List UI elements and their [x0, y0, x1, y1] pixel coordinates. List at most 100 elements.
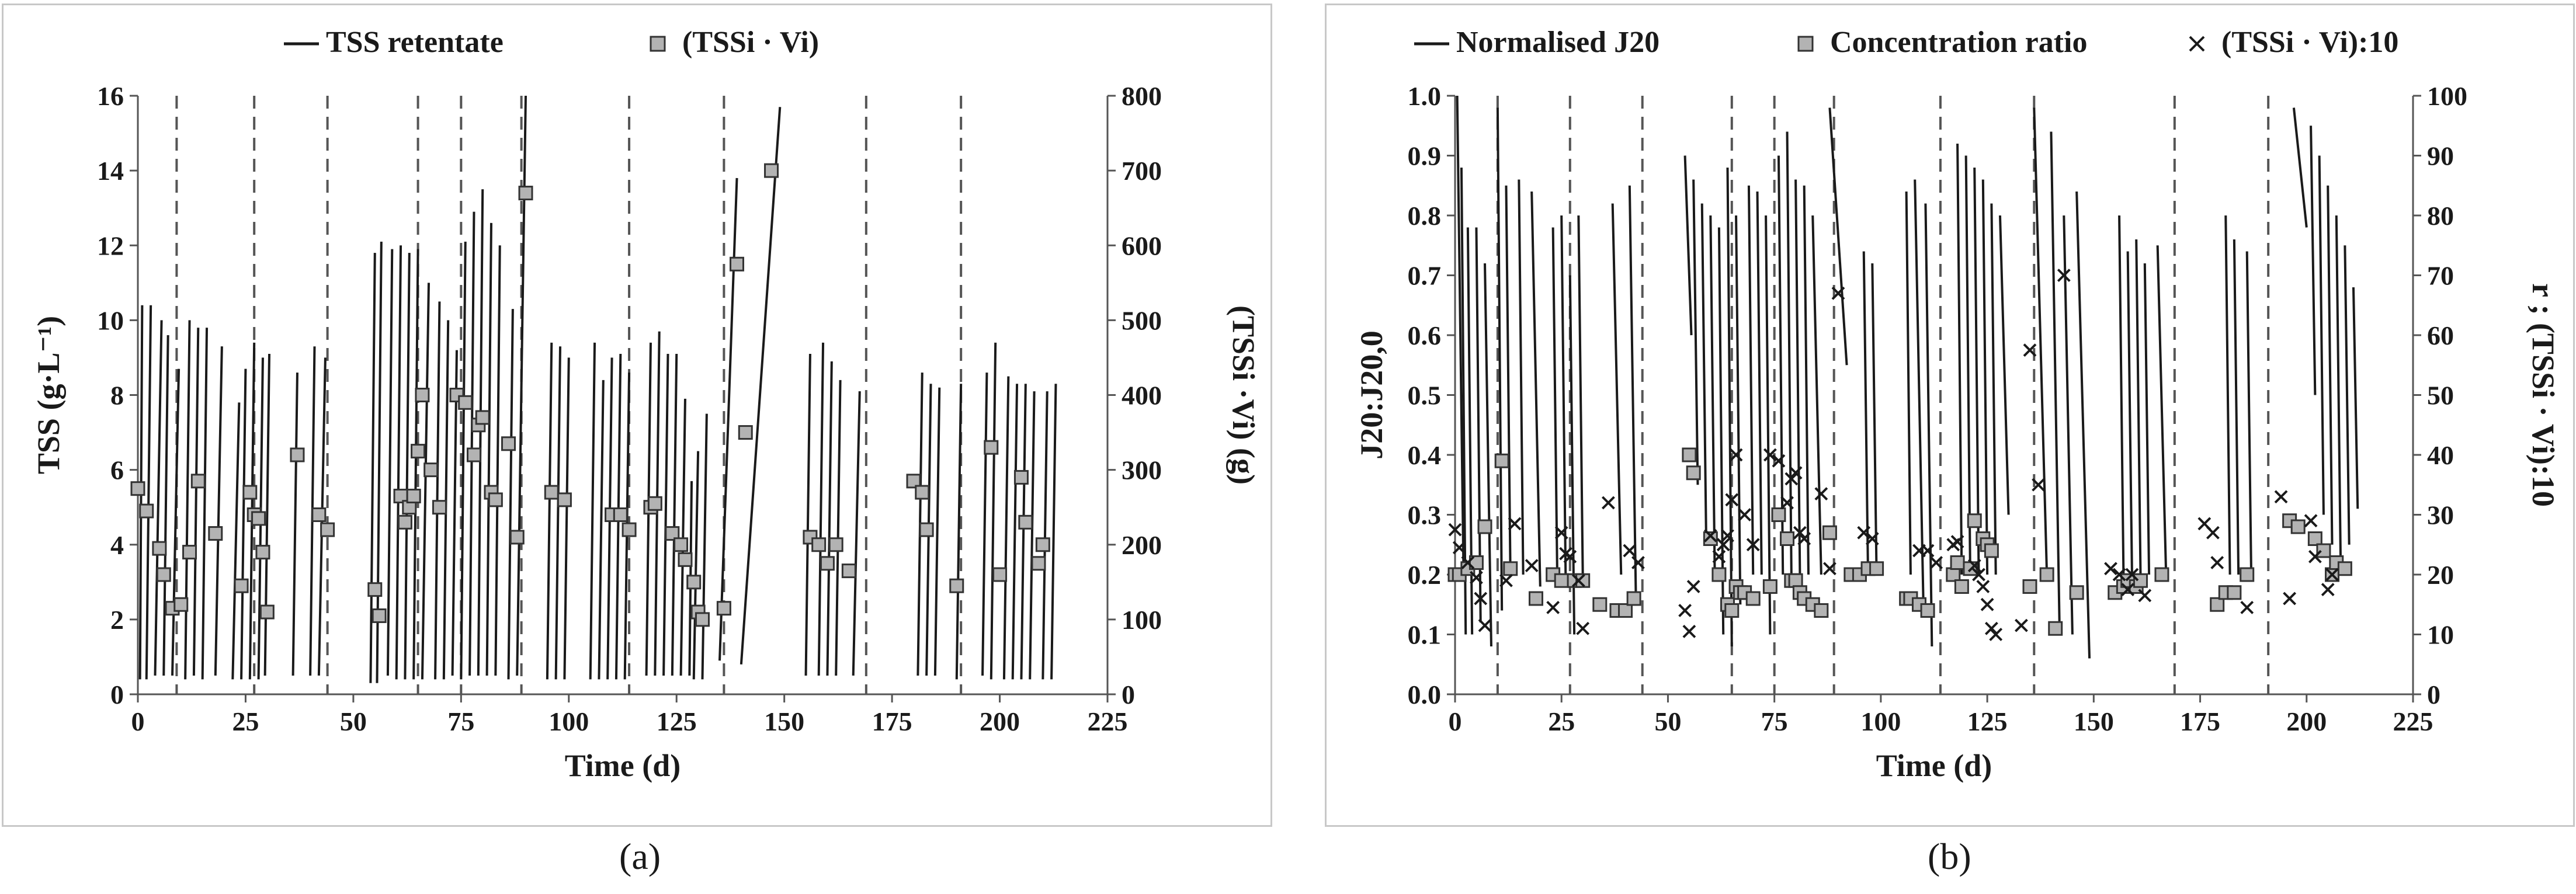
point-b-tssi-vi-10-3: [1470, 571, 1483, 585]
line-segment-a-tss-retentate-44: [662, 354, 669, 676]
y-right-tick-label-b-9: 90: [2427, 141, 2454, 171]
point-b-tssi-vi-10-5: [1478, 618, 1492, 632]
line-segment-a-tss-retentate-20: [395, 245, 402, 680]
line-segment-b-normalised-j20-51: [2224, 215, 2231, 575]
point-a-tssi-vi-3: [156, 567, 171, 582]
point-b-concentration-ratio-27: [1771, 507, 1786, 522]
point-a-tssi-vi-53: [738, 425, 753, 440]
line-segment-b-normalised-j20-19: [1717, 227, 1725, 635]
line-segment-a-tss-retentate-63: [1002, 376, 1010, 680]
line-segment-a-tss-retentate-17: [369, 253, 376, 683]
x-tick-label-b-9: 225: [2393, 707, 2433, 736]
line-segment-b-normalised-j20-9: [1551, 227, 1558, 575]
point-a-tssi-vi-19: [372, 608, 387, 623]
line-segment-b-normalised-j20-20: [1726, 167, 1733, 647]
legend-swatch-b-2: [2189, 36, 2205, 52]
line-segment-b-normalised-j20-5: [1496, 107, 1504, 611]
line-segment-a-tss-retentate-1: [145, 305, 152, 680]
point-b-tssi-vi-10-18: [1678, 604, 1692, 617]
line-segment-b-normalised-j20-38: [1973, 167, 1980, 575]
point-b-tssi-vi-10-47: [1972, 568, 1985, 582]
point-b-tssi-vi-10-14: [1576, 621, 1590, 635]
point-b-tssi-vi-10-45: [1950, 535, 1964, 549]
point-a-tssi-vi-66: [1013, 469, 1029, 485]
point-b-tssi-vi-10-65: [2274, 490, 2288, 504]
y-left-tick-label-b-5: 0.5: [1408, 381, 1442, 411]
point-b-tssi-vi-10-64: [2240, 600, 2254, 614]
point-a-tssi-vi-65: [992, 567, 1008, 582]
point-b-tssi-vi-10-56: [2104, 562, 2117, 576]
legend-label-b-0: Normalised J20: [1456, 26, 1660, 59]
chart-b-svg: 0 25 50 75 100 125 150 175 200 2250.00.10.20.30.4…: [1354, 26, 2561, 783]
point-a-tssi-vi-39: [557, 492, 572, 507]
y-left-tick-label-a-8: 16: [97, 81, 124, 111]
y-left-tick-label-b-3: 0.3: [1408, 500, 1442, 530]
point-b-tssi-vi-10-36: [1814, 487, 1828, 501]
point-a-tssi-vi-2: [152, 541, 167, 556]
point-b-tssi-vi-10-68: [2308, 549, 2322, 563]
point-b-tssi-vi-10-21: [1703, 528, 1717, 542]
point-a-tssi-vi-52: [730, 256, 745, 272]
line-segment-b-normalised-j20-45: [2075, 191, 2091, 659]
point-a-tssi-vi-29: [458, 395, 473, 410]
point-b-concentration-ratio-5: [1494, 453, 1509, 468]
y-right-tick-label-b-7: 70: [2427, 261, 2454, 291]
line-segment-b-normalised-j20-30: [1828, 107, 1848, 366]
point-b-concentration-ratio-16: [1682, 447, 1697, 462]
line-segment-b-normalised-j20-18: [1709, 215, 1716, 575]
point-b-tssi-vi-10-40: [1865, 532, 1879, 545]
point-b-tssi-vi-10-15: [1601, 496, 1615, 510]
line-segment-a-tss-retentate-56: [852, 391, 861, 676]
y-left-tick-label-a-3: 6: [110, 455, 124, 485]
line-segment-a-tss-retentate-2: [154, 320, 163, 676]
point-b-tssi-vi-10-13: [1571, 573, 1585, 587]
point-b-concentration-ratio-46: [1954, 579, 1969, 594]
point-b-tssi-vi-10-52: [2015, 618, 2028, 632]
point-b-concentration-ratio-6: [1503, 561, 1518, 576]
line-segment-a-tss-retentate-45: [671, 354, 678, 676]
legend-label-b-2: (TSSi · Vi):10: [2221, 26, 2398, 59]
line-segment-a-tss-retentate-36: [563, 357, 570, 680]
point-b-concentration-ratio-17: [1686, 465, 1701, 481]
point-a-tssi-vi-7: [190, 474, 206, 489]
line-segment-a-tss-retentate-55: [835, 380, 842, 676]
chart-panel-b: 0 25 50 75 100 125 150 175 200 225 0.0 0.1 0.2 0.3 0.4…: [1325, 4, 2575, 827]
point-b-concentration-ratio-3: [1468, 555, 1484, 570]
point-a-tssi-vi-45: [665, 526, 680, 541]
line-segment-a-tss-retentate-8: [214, 346, 223, 676]
x-tick-label-b-7: 175: [2180, 707, 2220, 736]
point-b-tssi-vi-10-9: [1546, 600, 1560, 614]
point-a-tssi-vi-8: [208, 526, 223, 541]
point-a-tssi-vi-41: [613, 507, 628, 522]
y-right-tick-label-b-8: 80: [2427, 201, 2454, 231]
point-b-tssi-vi-10-35: [1797, 532, 1811, 545]
line-segment-b-normalised-j20-56: [2318, 155, 2325, 515]
point-b-tssi-vi-10-16: [1623, 544, 1637, 558]
point-a-tssi-vi-51: [716, 601, 731, 616]
y-right-tick-label-b-2: 20: [2427, 560, 2454, 590]
point-b-concentration-ratio-25: [1745, 591, 1761, 606]
x-tick-label-b-4: 100: [1860, 707, 1901, 736]
point-b-tssi-vi-10-25: [1725, 493, 1739, 507]
point-b-tssi-vi-10-8: [1525, 559, 1539, 573]
line-segment-b-normalised-j20-24: [1765, 215, 1772, 635]
line-segment-b-normalised-j20-57: [2327, 185, 2334, 545]
point-b-tssi-vi-10-39: [1857, 526, 1871, 540]
line-segment-a-tss-retentate-7: [201, 328, 209, 680]
point-a-tssi-vi-58: [828, 537, 843, 552]
line-segment-a-tss-retentate-29: [477, 189, 484, 676]
x-tick-label-a-5: 125: [657, 707, 697, 736]
point-b-concentration-ratio-72: [2337, 561, 2352, 576]
y-left-tick-label-b-8: 0.8: [1408, 201, 1442, 231]
point-b-tssi-vi-10-60: [2138, 589, 2152, 603]
point-b-concentration-ratio-14: [1618, 603, 1633, 618]
x-axis-label-b: Time (d): [1876, 748, 1992, 783]
line-segment-b-normalised-j20-36: [1956, 143, 1963, 575]
point-b-concentration-ratio-53: [2039, 567, 2054, 582]
line-segment-b-normalised-j20-17: [1700, 203, 1708, 545]
point-a-tssi-vi-44: [647, 496, 662, 511]
point-b-concentration-ratio-15: [1626, 591, 1641, 606]
line-segment-b-normalised-j20-10: [1560, 215, 1567, 587]
point-a-tssi-vi-21: [397, 514, 412, 530]
point-b-concentration-ratio-7: [1528, 591, 1543, 606]
